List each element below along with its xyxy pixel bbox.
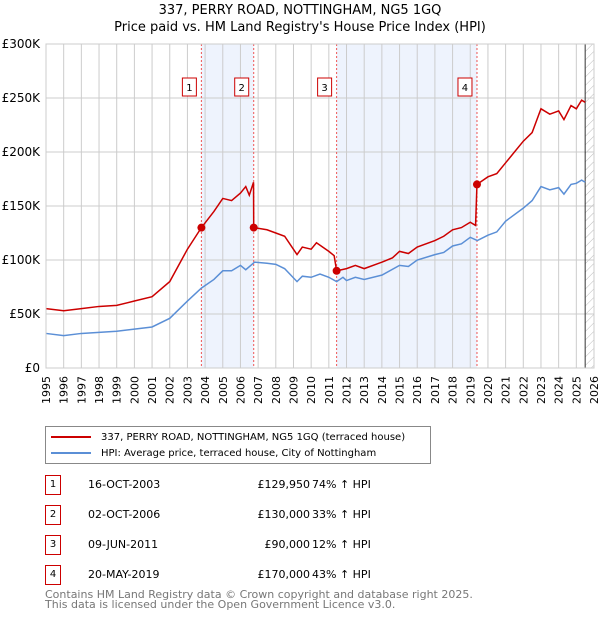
legend-label: HPI: Average price, terraced house, City… (101, 447, 377, 459)
legend-item-property: 337, PERRY ROAD, NOTTINGHAM, NG5 1GQ (te… (51, 430, 405, 444)
sale-hpi: 33% ↑ HPI (312, 508, 371, 521)
x-tick-label: 1999 (111, 376, 124, 404)
sale-marker-box (317, 77, 333, 97)
x-tick-label: 2008 (270, 376, 283, 404)
hpi-line (45, 179, 586, 337)
sale-marker-box (234, 77, 250, 97)
sale-marker-box (181, 77, 197, 97)
x-tick-label: 2002 (164, 376, 177, 404)
legend-label: 337, PERRY ROAD, NOTTINGHAM, NG5 1GQ (te… (101, 431, 406, 443)
x-tick-label: 2007 (252, 376, 265, 404)
sale-marker-label: 4 (462, 83, 468, 94)
sale-price: £90,000 (264, 538, 311, 551)
x-tick-label: 2003 (181, 376, 194, 404)
y-tick-label: £0 (25, 361, 40, 375)
x-tick-label: 2017 (429, 376, 442, 404)
sale-hpi: 12% ↑ HPI (312, 538, 371, 551)
x-tick-label: 2015 (394, 376, 407, 404)
sale-date: 09-JUN-2011 (88, 538, 159, 551)
x-tick-label: 2004 (199, 376, 212, 404)
price-chart: 1995 1996 1997 1998 1999 2000 2001 2002 2003 2004… (2, 37, 600, 404)
x-tick-label: 2010 (305, 376, 318, 404)
x-tick-label: 1996 (58, 376, 71, 404)
sale-date: 20-MAY-2019 (88, 568, 160, 581)
x-tick-label: 2021 (500, 376, 513, 404)
legend: 337, PERRY ROAD, NOTTINGHAM, NG5 1GQ (te… (45, 426, 431, 464)
x-tick-label: 2001 (146, 376, 159, 404)
x-tick-label: 2011 (323, 376, 336, 404)
x-tick-label: 2018 (447, 376, 460, 404)
legend-item-hpi: HPI: Average price, terraced house, City… (51, 446, 376, 460)
sale-hpi: 43% ↑ HPI (312, 568, 371, 581)
sale-row: 4 20-MAY-2019 £170,000 43% ↑ HPI (45, 565, 465, 585)
legend-swatch (51, 452, 91, 454)
sale-point (197, 223, 206, 232)
sale-price: £170,000 (257, 568, 311, 581)
sale-price: £130,000 (257, 508, 311, 521)
legend-swatch (51, 436, 91, 438)
sale-hpi: 74% ↑ HPI (312, 478, 371, 491)
x-tick-label: 2023 (535, 376, 548, 404)
x-tick-label: 2025 (570, 376, 583, 404)
sale-marker: 1 (45, 475, 61, 495)
y-tick-label: £100K (2, 253, 42, 267)
chart-title: 337, PERRY ROAD, NOTTINGHAM, NG5 1GQ (158, 3, 442, 18)
sale-marker: 4 (45, 565, 61, 585)
x-tick-label: 2012 (341, 376, 354, 404)
x-tick-label: 2026 (588, 376, 600, 404)
x-tick-label: 2013 (358, 376, 371, 404)
x-tick-label: 2020 (482, 376, 495, 404)
y-tick-label: £300K (2, 37, 42, 51)
footer-line: Contains HM Land Registry data © Crown c… (45, 588, 473, 601)
sale-marker-label: 1 (186, 83, 192, 94)
x-tick-label: 2006 (234, 376, 247, 404)
sale-date: 16-OCT-2003 (88, 478, 161, 491)
sale-date: 02-OCT-2006 (88, 508, 161, 521)
x-tick-label: 1995 (40, 376, 53, 404)
sale-marker: 3 (45, 535, 61, 555)
sale-point (472, 180, 481, 189)
y-tick-label: £50K (9, 307, 41, 321)
sale-marker: 2 (45, 505, 61, 525)
x-tick-label: 1998 (93, 376, 106, 404)
x-tick-label: 2022 (517, 376, 530, 404)
sale-price: £129,950 (257, 478, 311, 491)
sale-marker-label: 3 (321, 83, 327, 94)
x-tick-label: 2014 (376, 376, 389, 404)
footer: Contains HM Land Registry data © Crown c… (45, 588, 473, 611)
y-tick-label: £150K (2, 199, 42, 213)
x-tick-label: 2019 (464, 376, 477, 404)
y-tick-label: £200K (2, 145, 42, 159)
property-price-line (45, 99, 586, 312)
footer-line: This data is licensed under the Open Gov… (45, 598, 396, 611)
sale-point (332, 266, 341, 275)
sale-row: 2 02-OCT-2006 £130,000 33% ↑ HPI (45, 505, 465, 525)
sale-marker-box (457, 77, 473, 97)
sale-row: 1 16-OCT-2003 £129,950 74% ↑ HPI (45, 475, 465, 495)
sale-point (249, 223, 258, 232)
x-tick-label: 2000 (128, 376, 141, 404)
x-tick-label: 2016 (411, 376, 424, 404)
sale-row: 3 09-JUN-2011 £90,000 12% ↑ HPI (45, 535, 465, 555)
chart-subtitle: Price paid vs. HM Land Registry's House … (114, 20, 486, 35)
x-tick-label: 2024 (553, 376, 566, 404)
x-tick-label: 1997 (75, 376, 88, 404)
y-tick-label: £250K (2, 91, 42, 105)
plot-frame (45, 43, 595, 369)
sale-marker-label: 2 (239, 83, 245, 94)
x-tick-label: 2009 (287, 376, 300, 404)
x-tick-label: 2005 (217, 376, 230, 404)
